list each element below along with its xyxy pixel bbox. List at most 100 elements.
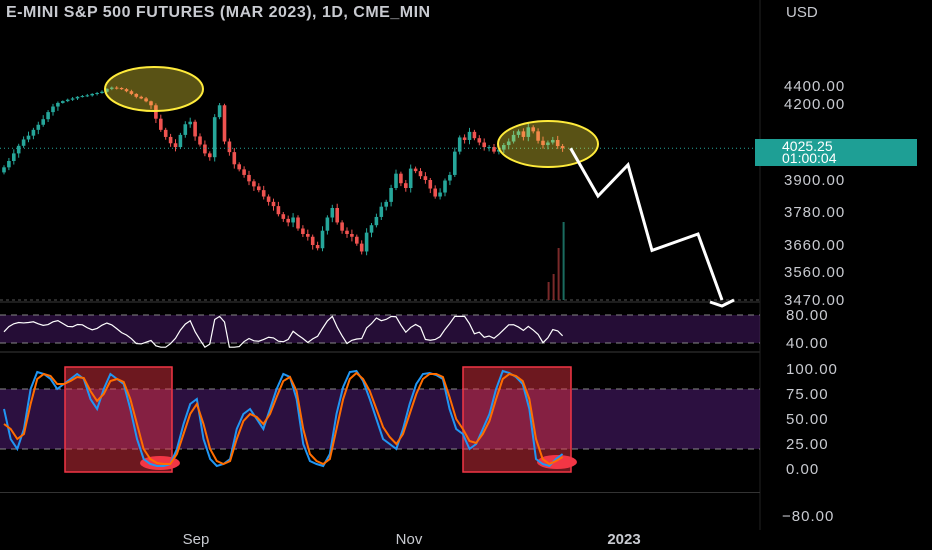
price-tick-label: 3560.00: [784, 264, 845, 281]
candle-body: [350, 234, 354, 237]
candle-body: [551, 139, 555, 143]
candle-body: [16, 145, 21, 154]
candle-body: [188, 121, 192, 125]
stochastic-pane: [0, 366, 760, 493]
candle-body: [379, 206, 384, 217]
candle-body: [173, 143, 178, 148]
candle-body: [359, 243, 364, 252]
candle-body: [119, 87, 124, 90]
candle-body: [340, 222, 344, 231]
candle-body: [95, 93, 99, 95]
candle-body: [159, 118, 163, 130]
candle-body: [237, 164, 241, 170]
highlight-ellipse: [497, 120, 599, 168]
candle-body: [335, 208, 339, 223]
candle-body: [252, 181, 256, 187]
candle-body: [217, 105, 222, 118]
candle-body: [521, 131, 526, 137]
candle-body: [374, 216, 379, 226]
candle-body: [457, 137, 462, 152]
time-tick-label: Sep: [183, 531, 210, 548]
price-tick-label: 4400.00: [784, 78, 845, 95]
candle-body: [467, 131, 472, 140]
candle-body: [61, 101, 65, 103]
stoch-tick-label: 75.00: [786, 386, 829, 403]
candle-body: [163, 129, 168, 137]
currency-label: USD: [786, 4, 818, 21]
volume-bar: [562, 222, 565, 300]
candle-body: [531, 127, 535, 132]
candle-body: [212, 117, 217, 158]
candle-body: [281, 214, 286, 219]
candle-body: [560, 146, 565, 149]
last-price-tag: 4025.25 01:00:04: [755, 139, 917, 166]
time-tick-label: 2023: [607, 531, 640, 548]
price-tick-label: 3660.00: [784, 237, 845, 254]
candle-body: [276, 206, 281, 215]
candle-body: [487, 147, 491, 149]
candle-body: [70, 98, 75, 100]
rsi-pane: [0, 314, 760, 349]
rsi-line: [3, 315, 564, 349]
candle-body: [46, 112, 50, 120]
candle-body: [389, 188, 393, 202]
candle-body: [492, 147, 496, 152]
candle-body: [7, 161, 11, 168]
candle-body: [144, 98, 148, 102]
candle-body: [124, 89, 129, 92]
projection-path: [569, 147, 724, 301]
candle-body: [394, 173, 398, 188]
volume-bar: [547, 282, 550, 300]
candle-body: [149, 101, 153, 106]
candle-body: [80, 96, 85, 98]
candle-body: [443, 180, 447, 193]
candle-body: [472, 131, 477, 139]
stoch-tick-label: 100.00: [786, 361, 838, 378]
stoch-k-line: [3, 369, 564, 468]
pane-separators: [0, 299, 760, 353]
candle-body: [168, 136, 173, 144]
candle-body: [183, 124, 188, 135]
candle-body: [56, 102, 60, 107]
candle-body: [208, 153, 212, 158]
candle-body: [178, 134, 183, 148]
candle-body: [100, 91, 104, 94]
candle-body: [12, 153, 16, 161]
candle-body: [105, 88, 109, 92]
candle-body: [266, 196, 271, 202]
price-tick-label: 3780.00: [784, 204, 845, 221]
rsi-tick-label: 40.00: [786, 335, 829, 352]
candle-body: [36, 124, 41, 130]
stoch-tick-label: 0.00: [786, 461, 819, 478]
candle-body: [330, 208, 335, 218]
candle-body: [90, 93, 94, 96]
candle-body: [21, 139, 26, 146]
candle-body: [26, 135, 31, 140]
candle-body: [306, 234, 310, 237]
candle-body: [296, 217, 300, 229]
rsi-tick-label: 80.00: [786, 307, 829, 324]
time-axis: Sep Nov 2023: [183, 531, 641, 548]
candle-body: [511, 134, 516, 142]
candle-body: [261, 190, 266, 197]
candle-body: [139, 96, 143, 99]
candle-body: [325, 217, 330, 231]
annotations: [104, 66, 735, 308]
volume-bars: [547, 222, 565, 300]
candle-body: [301, 228, 305, 234]
candle-body: [404, 183, 408, 188]
candle-body: [516, 131, 521, 135]
last-price-value: 4025.25: [782, 138, 833, 154]
candle-body: [257, 186, 261, 191]
highlight-ellipse: [104, 66, 204, 112]
candlestick-series: [0, 86, 760, 256]
candle-body: [193, 121, 197, 137]
candle-body: [129, 91, 134, 94]
candle-body: [448, 174, 452, 181]
projection-arrowhead: [709, 298, 735, 308]
candle-body: [453, 151, 457, 175]
candle-body: [369, 225, 374, 233]
candle-body: [222, 105, 227, 142]
